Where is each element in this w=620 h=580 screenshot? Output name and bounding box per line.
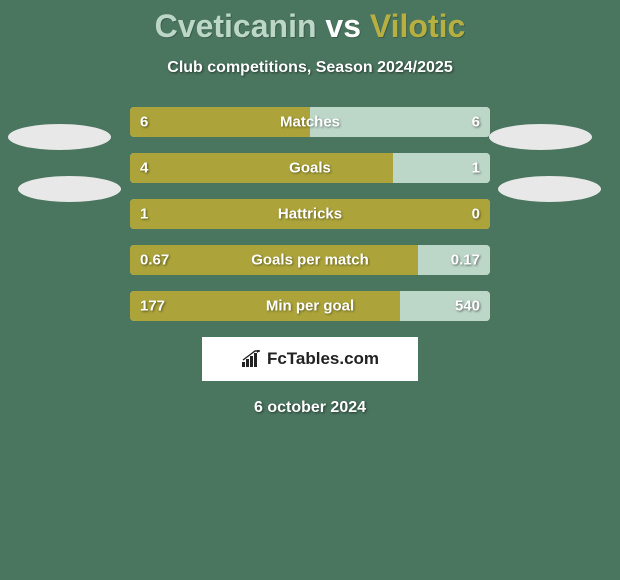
player1-name: Cveticanin [155, 8, 317, 44]
stat-row: 6 6 Matches [130, 107, 490, 137]
stat-value-right: 540 [455, 298, 480, 315]
stat-value-left: 6 [140, 114, 148, 131]
logo-text: FcTables.com [267, 349, 379, 369]
stat-label: Matches [280, 114, 340, 131]
logo-box: FcTables.com [202, 337, 418, 381]
comparison-infographic: Cveticanin vs Vilotic Club competitions,… [0, 0, 620, 580]
stat-value-left: 0.67 [140, 252, 169, 269]
site-logo: FcTables.com [241, 349, 379, 369]
stat-row: 0.67 0.17 Goals per match [130, 245, 490, 275]
stat-value-right: 0.17 [451, 252, 480, 269]
date-label: 6 october 2024 [0, 399, 620, 417]
chart-icon [241, 350, 263, 368]
player2-name: Vilotic [370, 8, 465, 44]
stat-label: Goals per match [251, 252, 369, 269]
stat-label: Hattricks [278, 206, 342, 223]
stat-label: Min per goal [266, 298, 354, 315]
stat-row: 4 1 Goals [130, 153, 490, 183]
page-title: Cveticanin vs Vilotic [0, 0, 620, 45]
bar-left [130, 153, 393, 183]
stat-value-right: 6 [472, 114, 480, 131]
stat-value-left: 4 [140, 160, 148, 177]
stats-list: 6 6 Matches 4 1 Goals 1 0 Hattricks 0.67 0.17 Goals… [0, 107, 620, 321]
stat-label: Goals [289, 160, 331, 177]
vs-label: vs [325, 8, 361, 44]
stat-value-right: 1 [472, 160, 480, 177]
subtitle: Club competitions, Season 2024/2025 [0, 59, 620, 77]
stat-value-left: 177 [140, 298, 165, 315]
stat-value-right: 0 [472, 206, 480, 223]
stat-row: 1 0 Hattricks [130, 199, 490, 229]
stat-row: 177 540 Min per goal [130, 291, 490, 321]
stat-value-left: 1 [140, 206, 148, 223]
